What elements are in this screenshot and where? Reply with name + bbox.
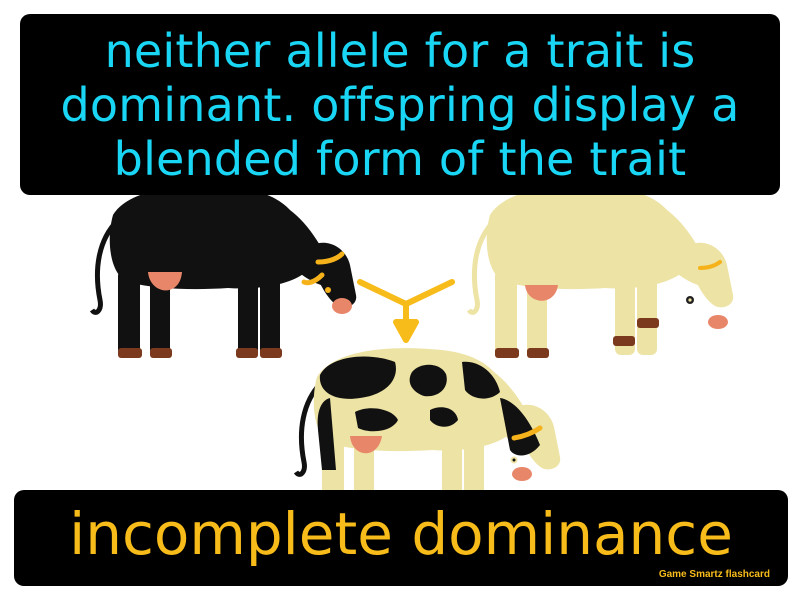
term-panel: incomplete dominance Game Smartz flashca… <box>14 490 788 586</box>
term-title: incomplete dominance <box>69 500 733 568</box>
black-cow-illustration <box>92 186 356 358</box>
brand-label: Game Smartz flashcard <box>658 569 770 580</box>
hoof-shape <box>150 348 172 358</box>
merge-arrow-icon <box>357 279 455 343</box>
udder-shape <box>525 285 558 301</box>
definition-panel: neither allele for a trait is dominant. … <box>20 14 780 195</box>
hoof-shape <box>118 348 142 358</box>
spotted-cow-illustration <box>296 348 560 517</box>
eye-shape <box>325 287 331 293</box>
udder-shape <box>148 272 182 291</box>
definition-line-3: blended form of the trait <box>113 132 687 186</box>
hoof-shape <box>260 348 282 358</box>
muzzle-shape <box>332 298 352 314</box>
definition-line-1: neither allele for a trait is <box>104 24 696 78</box>
horn-shape <box>315 251 345 265</box>
definition-line-2: dominant. offspring display a <box>60 78 740 132</box>
hoof-shape <box>236 348 258 358</box>
cream-cow-illustration <box>469 186 733 358</box>
